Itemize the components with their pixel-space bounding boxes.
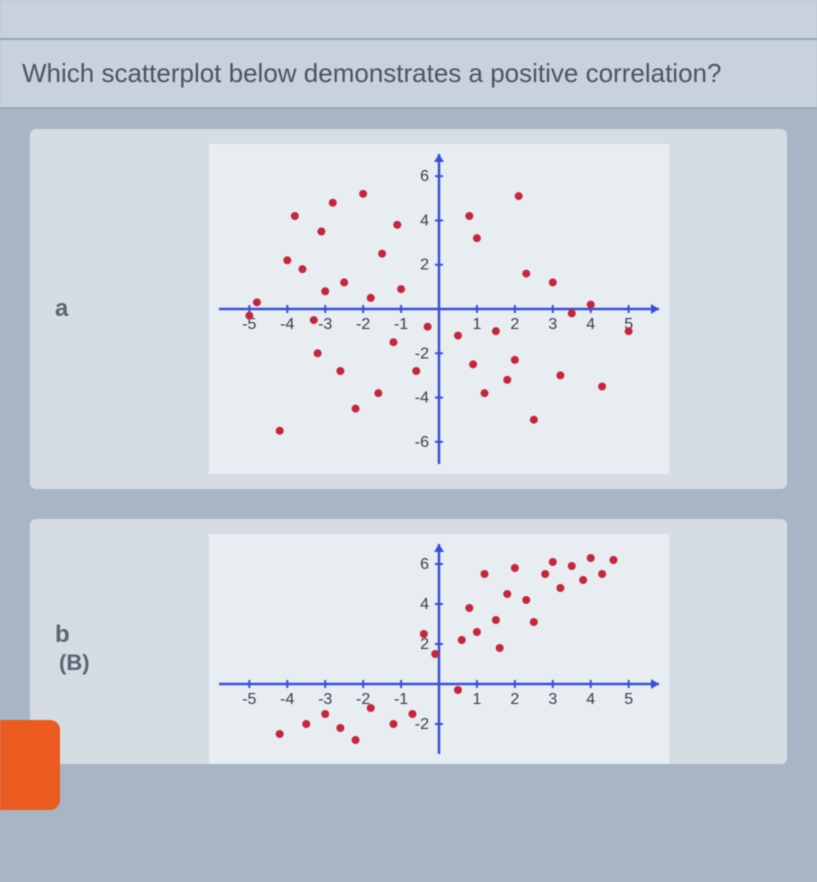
label-b-text: b [55, 621, 70, 648]
svg-text:6: 6 [420, 556, 429, 573]
svg-text:-4: -4 [280, 691, 294, 708]
svg-text:-5: -5 [242, 691, 256, 708]
svg-text:5: 5 [624, 691, 633, 708]
svg-text:2: 2 [420, 636, 429, 653]
question-text: Which scatterplot below demonstrates a p… [0, 40, 817, 109]
top-bar [0, 0, 817, 40]
svg-text:-1: -1 [393, 316, 407, 333]
svg-text:3: 3 [548, 691, 557, 708]
svg-text:-2: -2 [356, 316, 370, 333]
svg-text:2: 2 [510, 316, 519, 333]
plot-a-box: -5-4-3-2-112345-6-4-2246 [209, 144, 669, 474]
svg-text:4: 4 [586, 316, 595, 333]
option-a-label: a [45, 295, 105, 323]
svg-text:-4: -4 [280, 316, 294, 333]
svg-text:-2: -2 [414, 345, 428, 362]
content-area: a -5-4-3-2-112345-6-4-2246 b (B) -5-4-3-… [0, 109, 817, 764]
option-b-card[interactable]: b (B) -5-4-3-2-112345-2246 [30, 519, 787, 764]
svg-text:-3: -3 [318, 691, 332, 708]
svg-text:4: 4 [420, 212, 429, 229]
svg-text:4: 4 [586, 691, 595, 708]
svg-text:-6: -6 [414, 434, 428, 451]
svg-text:-1: -1 [393, 691, 407, 708]
label-a-text: a [55, 295, 68, 322]
svg-text:3: 3 [548, 316, 557, 333]
plot-b-wrap: -5-4-3-2-112345-2246 [105, 534, 772, 764]
plot-b-box: -5-4-3-2-112345-2246 [209, 534, 669, 764]
svg-text:1: 1 [472, 316, 481, 333]
svg-text:2: 2 [420, 257, 429, 274]
svg-text:-2: -2 [414, 716, 428, 733]
svg-text:6: 6 [420, 168, 429, 185]
svg-text:2: 2 [510, 691, 519, 708]
option-b-label: b (B) [45, 621, 105, 677]
svg-text:1: 1 [472, 691, 481, 708]
plot-a-wrap: -5-4-3-2-112345-6-4-2246 [105, 144, 772, 474]
svg-text:4: 4 [420, 596, 429, 613]
svg-text:-3: -3 [318, 316, 332, 333]
scatterplot-b: -5-4-3-2-112345-2246 [219, 544, 659, 754]
option-a-card[interactable]: a -5-4-3-2-112345-6-4-2246 [30, 129, 787, 489]
label-b-sub: (B) [59, 650, 90, 675]
svg-text:-4: -4 [414, 390, 428, 407]
orange-sticky-tab [0, 720, 60, 810]
scatterplot-a: -5-4-3-2-112345-6-4-2246 [219, 154, 659, 464]
